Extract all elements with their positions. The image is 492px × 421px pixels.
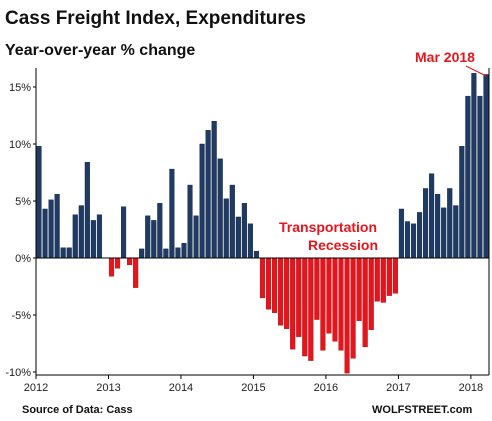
bar — [133, 257, 139, 288]
bar — [229, 184, 235, 259]
bar — [429, 173, 435, 259]
bars-group — [36, 73, 489, 374]
x-tick-label: 2012 — [24, 382, 48, 394]
bar — [223, 198, 229, 259]
bar — [290, 257, 296, 350]
bar — [235, 216, 241, 259]
x-tick-label: 2015 — [241, 382, 265, 394]
bar — [193, 215, 199, 259]
bar — [60, 247, 66, 259]
bar — [187, 184, 193, 259]
bar — [314, 257, 320, 320]
bar — [483, 74, 489, 259]
annotation-recession: Recession — [308, 237, 378, 253]
y-tick-label: 5% — [15, 196, 31, 208]
bar — [284, 257, 290, 329]
y-tick-label: -10% — [5, 367, 31, 379]
bar — [181, 242, 187, 259]
bar — [386, 257, 392, 296]
bar — [368, 257, 374, 331]
bar — [114, 257, 121, 269]
bar — [157, 203, 163, 259]
bar — [36, 146, 42, 259]
bar — [453, 205, 459, 259]
y-tick-label: 10% — [9, 139, 31, 151]
bar — [72, 214, 78, 259]
bar — [416, 212, 423, 259]
bar — [308, 257, 314, 361]
bar — [211, 120, 217, 259]
x-tick-label: 2013 — [96, 382, 120, 394]
bar — [320, 257, 326, 351]
bar — [265, 257, 272, 310]
bar — [380, 257, 386, 303]
bar — [253, 250, 260, 259]
bar — [48, 199, 54, 259]
y-tick-label: 0% — [15, 253, 31, 265]
annotation-mar-2018: Mar 2018 — [415, 49, 475, 65]
bar — [108, 257, 115, 277]
bar — [404, 221, 411, 259]
bar — [471, 73, 477, 259]
bar — [344, 257, 350, 374]
bar — [121, 206, 127, 259]
bar — [199, 143, 205, 259]
bar — [447, 188, 453, 259]
bar — [90, 220, 96, 259]
annotation-transportation: Transportation — [279, 219, 377, 235]
bar — [278, 257, 284, 326]
y-tick-label: -5% — [11, 310, 31, 322]
bar — [241, 203, 247, 259]
bar — [410, 223, 417, 259]
x-tick-label: 2014 — [169, 382, 193, 394]
bar — [163, 248, 169, 259]
bar — [54, 193, 60, 259]
chart-title: Cass Freight Index, Expenditures — [5, 8, 306, 29]
annotation-mar-2018-pointer — [465, 65, 487, 77]
bar — [338, 257, 344, 351]
bar — [84, 162, 90, 259]
bar — [272, 257, 278, 313]
bar — [296, 257, 302, 337]
bar — [169, 168, 175, 259]
x-tick-label: 2018 — [459, 382, 483, 394]
source-label: Source of Data: Cass — [22, 404, 133, 416]
chart-subtitle: Year-over-year % change — [5, 42, 195, 59]
bar — [247, 223, 253, 259]
bar — [302, 257, 308, 357]
bar — [96, 214, 102, 259]
bar — [374, 257, 380, 302]
bar — [392, 257, 398, 294]
brand-label: WOLFSTREET.com — [372, 404, 472, 416]
bar — [423, 188, 429, 259]
bar — [175, 247, 181, 259]
bar — [362, 257, 368, 348]
bar — [259, 257, 266, 299]
bar — [332, 257, 338, 342]
bar — [477, 95, 483, 259]
bar — [78, 205, 84, 259]
bar — [205, 130, 211, 259]
x-axis: 2012 2013 2014 2015 2016 2017 2018 — [24, 375, 483, 394]
bar — [127, 257, 133, 266]
y-tick-label: 15% — [9, 82, 31, 94]
y-axis: -10% -5% 0% 5% 10% 15% — [5, 82, 36, 379]
bar — [151, 220, 157, 259]
bar — [139, 248, 145, 259]
bar — [435, 193, 441, 259]
bar — [42, 208, 48, 259]
bar — [145, 215, 151, 259]
bar — [459, 146, 465, 259]
bar — [66, 247, 72, 259]
bar — [465, 95, 471, 259]
bar — [398, 208, 404, 259]
x-tick-label: 2017 — [386, 382, 410, 394]
bar — [441, 207, 447, 259]
bar — [217, 158, 223, 259]
bar — [350, 257, 356, 359]
bar — [326, 257, 332, 334]
x-tick-label: 2016 — [314, 382, 338, 394]
bar — [356, 257, 362, 321]
